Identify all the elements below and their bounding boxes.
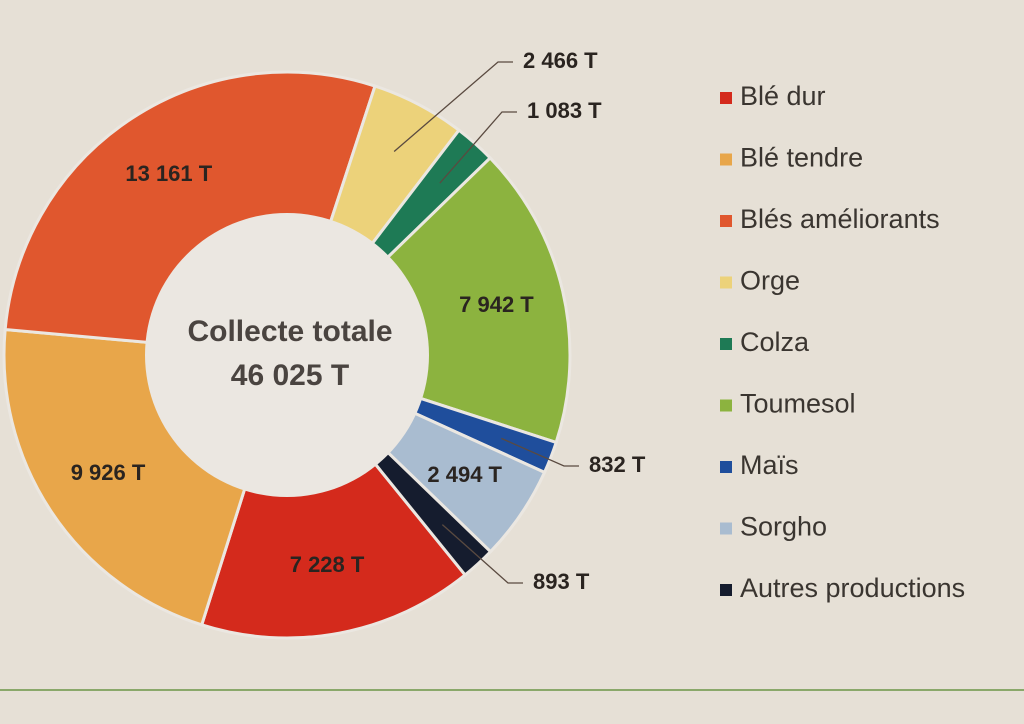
center-total: 46 025 T bbox=[231, 359, 349, 392]
value-label: 2 494 T bbox=[427, 462, 502, 487]
value-label: 832 T bbox=[589, 452, 646, 477]
legend-label: Toumesol bbox=[740, 389, 856, 419]
value-label: 7 228 T bbox=[290, 552, 365, 577]
legend-label: Blé dur bbox=[740, 81, 826, 111]
legend-swatch bbox=[720, 92, 732, 104]
legend-swatch bbox=[720, 461, 732, 473]
legend-swatch bbox=[720, 215, 732, 227]
legend-label: Maïs bbox=[740, 450, 799, 480]
center-title: Collecte totale bbox=[187, 315, 392, 348]
value-label: 9 926 T bbox=[71, 460, 146, 485]
value-label: 7 942 T bbox=[459, 292, 534, 317]
legend-label: Orge bbox=[740, 266, 800, 296]
value-label: 13 161 T bbox=[125, 161, 212, 186]
legend-swatch bbox=[720, 338, 732, 350]
legend-swatch bbox=[720, 584, 732, 596]
legend-label: Autres productions bbox=[740, 573, 965, 603]
value-label: 2 466 T bbox=[523, 48, 598, 73]
leader-line bbox=[501, 437, 579, 467]
legend-label: Blé tendre bbox=[740, 143, 863, 173]
leader-line bbox=[441, 524, 523, 584]
value-label: 893 T bbox=[533, 569, 590, 594]
legend-label: Sorgho bbox=[740, 512, 827, 542]
legend-label: Colza bbox=[740, 327, 810, 357]
value-label: 1 083 T bbox=[527, 98, 602, 123]
legend-swatch bbox=[720, 276, 732, 289]
leader-line bbox=[439, 111, 517, 184]
legend-swatch bbox=[720, 522, 732, 535]
legend-label: Blés améliorants bbox=[740, 204, 940, 234]
legend-swatch bbox=[720, 153, 732, 166]
legend-swatch bbox=[720, 399, 732, 412]
legend: Blé dur Blé tendre Blés améliorants Orge Col… bbox=[720, 81, 965, 603]
donut-hole bbox=[145, 213, 429, 497]
leader-line bbox=[393, 61, 513, 152]
